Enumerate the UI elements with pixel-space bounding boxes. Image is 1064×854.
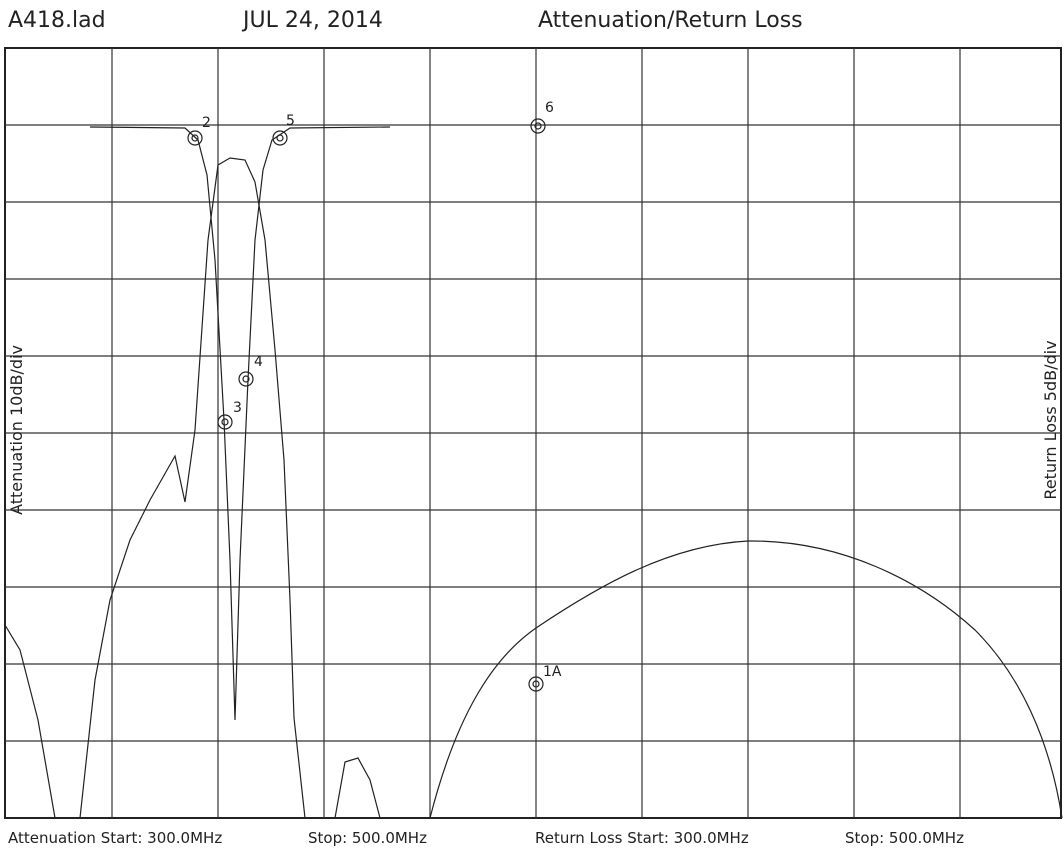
- file-name: A418.lad: [8, 8, 106, 33]
- date: JUL 24, 2014: [241, 8, 383, 33]
- return-loss-trace: [89, 126, 391, 721]
- left-axis-label: Attenuation 10dB/div: [7, 345, 26, 515]
- markers: 2 5 6 3 4 1A: [187, 100, 562, 692]
- plot-title: Attenuation/Return Loss: [538, 8, 803, 33]
- horizontal-grid: [5, 124, 1061, 742]
- marker-label: 4: [254, 354, 263, 370]
- marker-label: 5: [286, 113, 295, 129]
- attenuation-trace: [4, 157, 381, 819]
- traces: [4, 126, 1063, 819]
- right-axis-label: Return Loss 5dB/div: [1041, 340, 1060, 499]
- marker-label: 6: [545, 100, 554, 116]
- plot-grid: [4, 47, 1062, 819]
- return-loss-arc: [429, 540, 1063, 819]
- marker-label: 3: [233, 400, 242, 416]
- marker-label: 2: [202, 115, 211, 131]
- footer-att-start: Attenuation Start: 300.0MHz: [8, 829, 222, 847]
- footer-rl-start: Return Loss Start: 300.0MHz: [535, 829, 749, 847]
- marker-label: 1A: [543, 664, 562, 680]
- footer-att-stop: Stop: 500.0MHz: [308, 829, 427, 847]
- footer-rl-stop: Stop: 500.0MHz: [845, 829, 964, 847]
